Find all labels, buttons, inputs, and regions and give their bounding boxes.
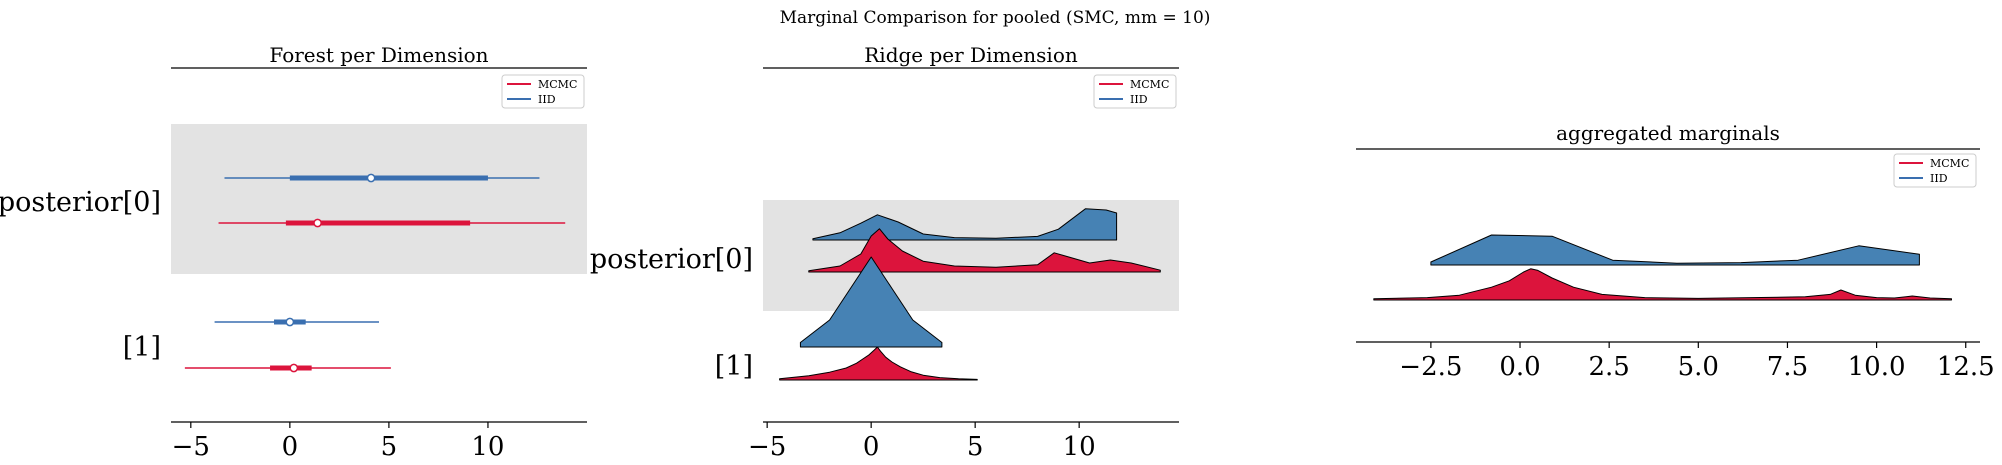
aggregated-title: aggregated marginals <box>1556 121 1780 145</box>
aggregated-density-iid <box>1430 234 1920 266</box>
forest-panel: Forest per Dimension MCMC IID posterior[… <box>0 43 587 462</box>
x-tick-label: 5 <box>381 432 398 462</box>
x-tick-label: 5.0 <box>1678 352 1719 382</box>
ridge-panel: Ridge per Dimension MCMC IID posterior[0… <box>590 43 1179 462</box>
x-tick-label: 10 <box>471 432 504 462</box>
forest-legend: MCMC IID <box>501 74 585 109</box>
forest-median-point <box>366 173 376 183</box>
figure-title: Marginal Comparison for pooled (SMC, mm … <box>780 8 1211 28</box>
forest-median-point <box>289 363 299 373</box>
ridge-title: Ridge per Dimension <box>864 43 1078 67</box>
x-tick-label: 10 <box>1063 432 1096 462</box>
x-tick-label: 0 <box>863 432 880 462</box>
forest-ylabel-1: [1] <box>123 332 161 363</box>
ridge-legend: MCMC IID <box>1093 74 1177 109</box>
forest-title: Forest per Dimension <box>269 43 488 67</box>
x-tick-label: 0.0 <box>1499 352 1540 382</box>
ridge-density-iid <box>799 256 943 348</box>
legend-label-mcmc: MCMC <box>538 78 577 91</box>
ridge-x-ticks: −5 0 5 10 <box>748 422 1096 462</box>
aggregated-density-mcmc <box>1373 268 1952 301</box>
forest-ylabel-posterior0: posterior[0] <box>0 187 161 218</box>
ridge-density-mcmc <box>808 228 1161 273</box>
x-tick-label: 10.0 <box>1848 352 1906 382</box>
ridge-density-iid <box>812 208 1118 241</box>
forest-highlight-band <box>171 124 587 274</box>
ridge-density-mcmc <box>779 346 978 381</box>
forest-x-ticks: −5 0 5 10 <box>172 422 504 462</box>
forest-median-point <box>313 218 322 228</box>
x-tick-label: −2.5 <box>1399 352 1462 382</box>
x-tick-label: 5 <box>967 432 984 462</box>
aggregated-panel: aggregated marginals MCMC IID −2.5 0.0 2.5… <box>1356 121 1995 382</box>
ridge-marks <box>779 208 1161 381</box>
ridge-ylabel-1: [1] <box>715 351 753 382</box>
legend-label-mcmc: MCMC <box>1930 157 1969 170</box>
x-tick-label: 2.5 <box>1588 352 1629 382</box>
x-tick-label: 7.5 <box>1767 352 1808 382</box>
aggregated-x-ticks: −2.5 0.0 2.5 5.0 7.5 10.0 12.5 <box>1399 342 1995 382</box>
legend-label-iid: IID <box>538 93 556 106</box>
x-tick-label: −5 <box>172 432 210 462</box>
forest-median-point <box>285 317 295 327</box>
legend-label-iid: IID <box>1130 93 1148 106</box>
legend-label-iid: IID <box>1930 172 1948 185</box>
ridge-ylabel-posterior0: posterior[0] <box>590 244 753 275</box>
aggregated-legend: MCMC IID <box>1893 153 1977 188</box>
aggregated-marks <box>1373 234 1952 301</box>
x-tick-label: −5 <box>748 432 786 462</box>
x-tick-label: 12.5 <box>1937 352 1995 382</box>
x-tick-label: 0 <box>282 432 299 462</box>
legend-label-mcmc: MCMC <box>1130 78 1169 91</box>
forest-marks <box>184 173 566 373</box>
